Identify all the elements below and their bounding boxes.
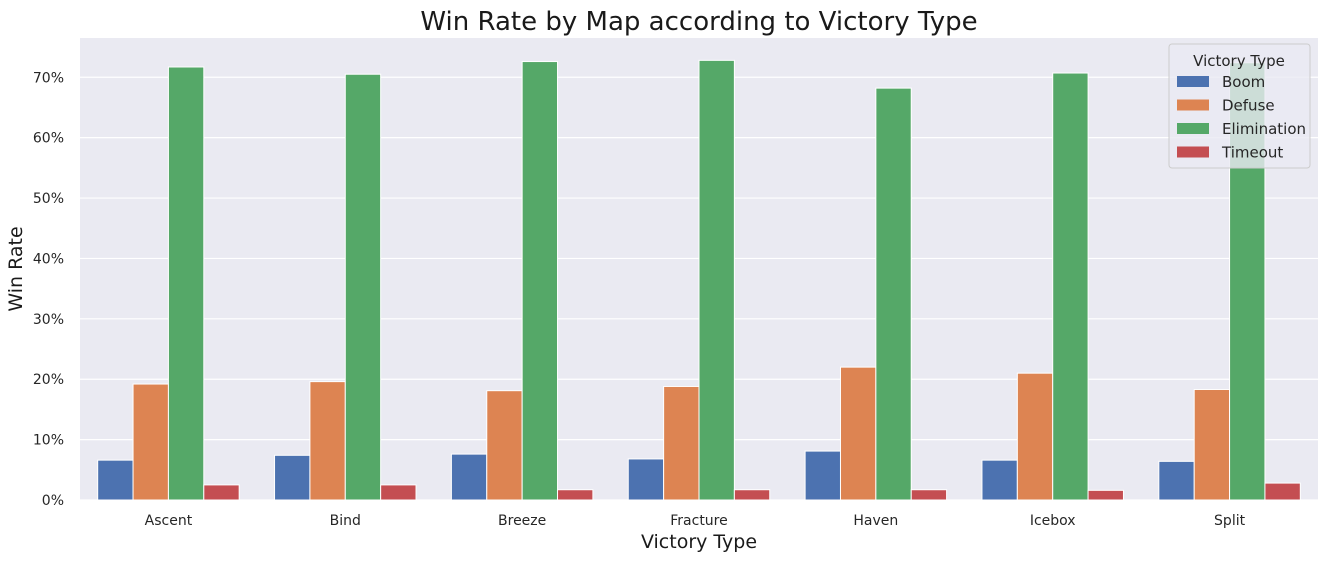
bar-defuse-split	[1193, 388, 1231, 501]
y-tick-label: 70%	[33, 70, 64, 86]
legend-items: Boom Defuse Elimination Timeout	[1177, 73, 1306, 162]
bar-elimination-fracture	[698, 59, 735, 501]
y-axis-label: Win Rate	[5, 226, 27, 311]
x-axis-label: Victory Type	[641, 531, 757, 553]
y-tick-label: 40%	[33, 251, 64, 267]
bar-elimination-haven	[875, 87, 912, 501]
bar-boom-haven	[804, 450, 841, 501]
y-tick-labels: 0% 10% 20% 30% 40% 50% 60% 70%	[33, 70, 64, 509]
bar-boom-ascent	[97, 459, 134, 501]
legend-title: Victory Type	[1193, 52, 1285, 70]
bar-defuse-bind	[309, 381, 346, 501]
x-tick-label: Split	[1214, 513, 1246, 529]
y-tick-label: 50%	[33, 191, 64, 207]
bar-defuse-breeze	[486, 390, 523, 501]
legend-swatch-boom	[1177, 76, 1209, 87]
y-tick-label: 60%	[33, 131, 64, 147]
bar-boom-breeze	[450, 453, 488, 501]
bar-timeout-ascent	[203, 484, 240, 501]
bar-elimination-icebox	[1052, 72, 1089, 501]
bar-defuse-haven	[839, 366, 877, 501]
bar-timeout-haven	[910, 489, 948, 501]
x-tick-label: Fracture	[670, 513, 728, 529]
y-tick-label: 0%	[42, 493, 64, 509]
y-tick-label: 30%	[33, 312, 64, 328]
legend-swatch-timeout	[1177, 146, 1209, 158]
bar-boom-icebox	[981, 459, 1018, 501]
bar-timeout-bind	[380, 484, 417, 501]
legend-swatch-defuse	[1177, 99, 1209, 111]
bar-defuse-icebox	[1016, 372, 1054, 501]
bars	[97, 59, 1301, 501]
legend-label-boom: Boom	[1222, 73, 1265, 91]
bar-timeout-icebox	[1087, 489, 1124, 501]
legend-label-timeout: Timeout	[1221, 144, 1283, 162]
x-tick-label: Bind	[330, 513, 361, 529]
x-tick-labels: Ascent Bind Breeze Fracture Haven Icebox Split	[145, 513, 1246, 529]
legend-label-defuse: Defuse	[1222, 97, 1275, 115]
bar-elimination-bind	[344, 73, 382, 501]
legend-swatch-elimination	[1177, 123, 1209, 134]
bar-boom-bind	[274, 454, 311, 501]
x-tick-label: Ascent	[145, 513, 193, 529]
bar-defuse-fracture	[663, 385, 700, 501]
bar-boom-split	[1158, 460, 1195, 501]
bar-elimination-ascent	[167, 66, 205, 501]
x-tick-label: Icebox	[1030, 513, 1076, 529]
legend-label-elimination: Elimination	[1222, 120, 1306, 138]
legend: Victory Type Boom Defuse Elimination Timeou…	[1168, 43, 1311, 169]
y-tick-label: 20%	[33, 372, 64, 388]
bar-defuse-ascent	[132, 383, 169, 501]
bar-timeout-split	[1264, 482, 1301, 501]
bar-timeout-breeze	[557, 489, 594, 501]
legend-box	[1168, 43, 1311, 169]
x-tick-label: Haven	[853, 513, 898, 529]
bar-elimination-breeze	[521, 61, 559, 501]
x-tick-label: Breeze	[498, 513, 546, 529]
y-tick-label: 10%	[33, 433, 64, 449]
bar-timeout-fracture	[733, 489, 771, 501]
bar-boom-fracture	[627, 458, 665, 501]
chart-title: Win Rate by Map according to Victory Typ…	[420, 7, 977, 37]
